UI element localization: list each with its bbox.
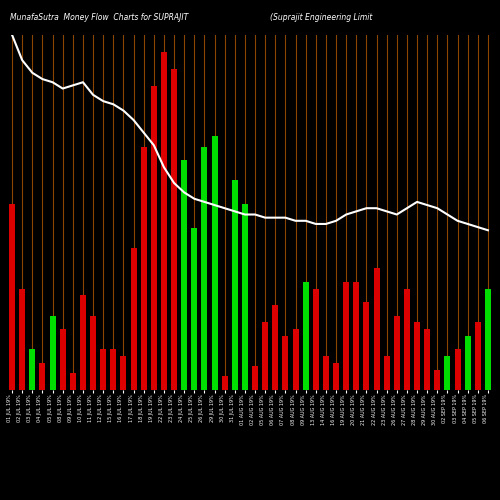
Bar <box>434 370 440 390</box>
Bar <box>60 329 66 390</box>
Bar <box>302 282 308 390</box>
Bar <box>384 356 390 390</box>
Bar <box>414 322 420 390</box>
Bar <box>444 356 450 390</box>
Bar <box>181 160 187 390</box>
Bar <box>262 322 268 390</box>
Bar <box>454 350 460 390</box>
Bar <box>9 204 15 390</box>
Bar <box>192 228 198 390</box>
Bar <box>323 356 329 390</box>
Bar <box>80 296 86 390</box>
Bar <box>90 316 96 390</box>
Bar <box>222 376 228 390</box>
Bar <box>202 146 207 390</box>
Bar <box>100 350 106 390</box>
Bar <box>252 366 258 390</box>
Bar <box>130 248 136 390</box>
Bar <box>313 288 319 390</box>
Bar <box>343 282 349 390</box>
Bar <box>50 316 56 390</box>
Bar <box>242 204 248 390</box>
Bar <box>475 322 481 390</box>
Bar <box>404 288 410 390</box>
Text: (Suprajit Engineering Limit: (Suprajit Engineering Limit <box>270 12 372 22</box>
Bar <box>151 86 157 390</box>
Bar <box>292 329 298 390</box>
Bar <box>40 363 46 390</box>
Bar <box>333 363 339 390</box>
Bar <box>120 356 126 390</box>
Bar <box>30 350 36 390</box>
Bar <box>394 316 400 390</box>
Bar <box>19 288 25 390</box>
Bar <box>232 180 238 390</box>
Bar <box>140 146 146 390</box>
Bar <box>171 69 177 390</box>
Bar <box>282 336 288 390</box>
Bar <box>485 288 491 390</box>
Bar <box>364 302 370 390</box>
Bar <box>374 268 380 390</box>
Bar <box>424 329 430 390</box>
Bar <box>464 336 470 390</box>
Bar <box>212 136 218 390</box>
Bar <box>110 350 116 390</box>
Bar <box>354 282 360 390</box>
Bar <box>161 52 167 390</box>
Bar <box>272 306 278 390</box>
Bar <box>70 373 76 390</box>
Text: MunafaSutra  Money Flow  Charts for SUPRAJIT: MunafaSutra Money Flow Charts for SUPRAJ… <box>10 12 188 22</box>
